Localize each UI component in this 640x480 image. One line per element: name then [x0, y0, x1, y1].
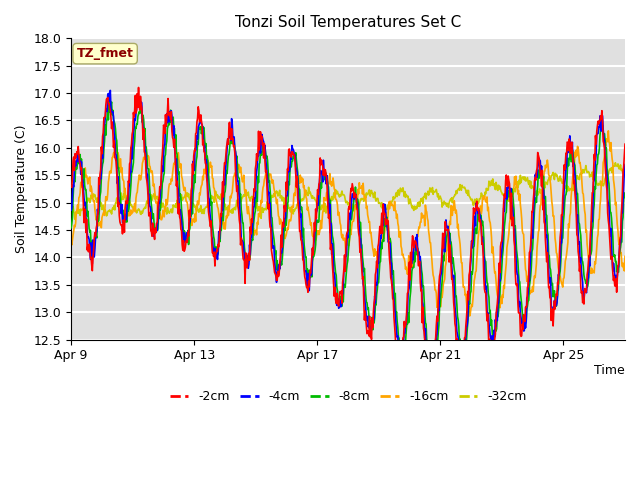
Title: Tonzi Soil Temperatures Set C: Tonzi Soil Temperatures Set C [235, 15, 461, 30]
Text: TZ_fmet: TZ_fmet [77, 47, 134, 60]
Text: Time: Time [595, 364, 625, 377]
Legend: -2cm, -4cm, -8cm, -16cm, -32cm: -2cm, -4cm, -8cm, -16cm, -32cm [164, 385, 532, 408]
Y-axis label: Soil Temperature (C): Soil Temperature (C) [15, 125, 28, 253]
